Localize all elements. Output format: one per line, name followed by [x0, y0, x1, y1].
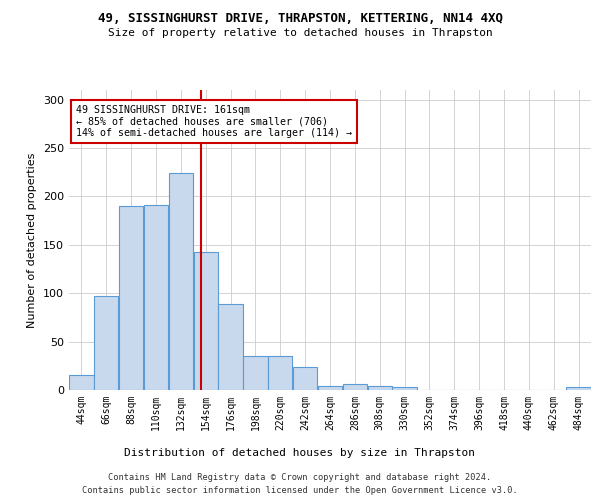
Bar — [268, 356, 292, 390]
Text: Size of property relative to detached houses in Thrapston: Size of property relative to detached ho… — [107, 28, 493, 38]
Text: 49 SISSINGHURST DRIVE: 161sqm
← 85% of detached houses are smaller (706)
14% of : 49 SISSINGHURST DRIVE: 161sqm ← 85% of d… — [76, 104, 352, 138]
Text: Distribution of detached houses by size in Thrapston: Distribution of detached houses by size … — [125, 448, 476, 458]
Bar — [169, 173, 193, 390]
Bar — [94, 296, 118, 390]
Text: 49, SISSINGHURST DRIVE, THRAPSTON, KETTERING, NN14 4XQ: 49, SISSINGHURST DRIVE, THRAPSTON, KETTE… — [97, 12, 503, 26]
Bar — [392, 387, 417, 390]
Y-axis label: Number of detached properties: Number of detached properties — [28, 152, 37, 328]
Bar — [318, 386, 342, 390]
Text: Contains public sector information licensed under the Open Government Licence v3: Contains public sector information licen… — [82, 486, 518, 495]
Bar — [218, 304, 243, 390]
Bar — [194, 252, 218, 390]
Bar — [293, 367, 317, 390]
Bar — [243, 356, 268, 390]
Bar — [144, 205, 168, 390]
Bar — [343, 384, 367, 390]
Text: Contains HM Land Registry data © Crown copyright and database right 2024.: Contains HM Land Registry data © Crown c… — [109, 472, 491, 482]
Bar — [119, 206, 143, 390]
Bar — [368, 386, 392, 390]
Bar — [566, 387, 591, 390]
Bar — [69, 376, 94, 390]
